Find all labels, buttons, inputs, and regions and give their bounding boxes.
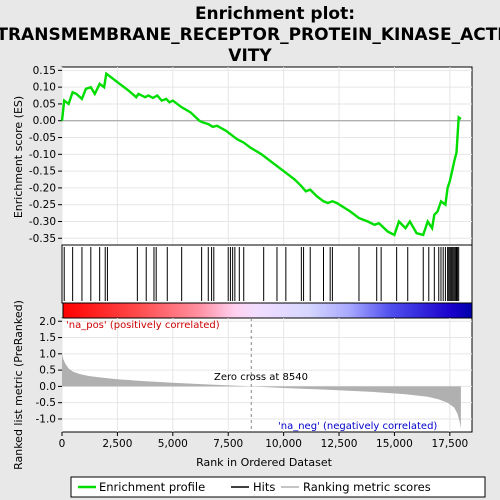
title-line-2: TRANSMEMBRANE_RECEPTOR_PROTEIN_KINASE_AC… — [0, 25, 500, 45]
x-tick-label: 17,500 — [431, 438, 468, 450]
metric-y-tick-label: 1.0 — [39, 348, 56, 360]
es-y-tick-label: -0.20 — [29, 182, 56, 194]
es-y-tick-label: -0.30 — [29, 216, 56, 228]
es-y-axis: 0.15 0.10 0.05 0.00 -0.05 -0.10 -0.15 -0.20 -0.2… — [29, 65, 62, 245]
legend-metric-label: Ranking metric scores — [303, 480, 431, 494]
x-tick-label: 12,500 — [321, 438, 358, 450]
es-y-tick-label: -0.05 — [29, 132, 56, 144]
es-panel — [62, 67, 472, 245]
es-y-tick-label: -0.10 — [29, 149, 56, 161]
es-y-tick-label: 0.00 — [33, 115, 56, 127]
legend-hits-label: Hits — [253, 480, 275, 494]
legend-profile-label: Enrichment profile — [99, 480, 205, 494]
metric-y-tick-label: -1.0 — [36, 413, 57, 425]
es-y-tick-label: 0.10 — [33, 82, 56, 94]
x-tick-label: 2,500 — [102, 438, 132, 450]
metric-y-axis: 2.0 1.5 1.0 0.5 0.0 -0.5 -1.0 — [36, 316, 63, 426]
metric-y-tick-label: 0.5 — [39, 365, 56, 377]
metric-y-tick-label: 0.0 — [39, 381, 56, 393]
x-tick-label: 10,000 — [265, 438, 302, 450]
es-y-tick-label: -0.35 — [29, 233, 56, 245]
x-tick-label: 7,500 — [213, 438, 243, 450]
annotation-positive: 'na_pos' (positively correlated) — [66, 320, 220, 331]
x-tick-label: 5,000 — [158, 438, 188, 450]
metric-y-tick-label: -0.5 — [36, 397, 57, 409]
hits-panel — [62, 245, 472, 303]
x-tick-label: 0 — [59, 438, 66, 450]
es-y-axis-label: Enrichment score (ES) — [12, 96, 25, 218]
x-axis-label: Rank in Ordered Dataset — [196, 456, 333, 469]
rank-color-bar — [63, 303, 472, 318]
es-y-tick-label: 0.05 — [33, 98, 56, 110]
es-y-tick-label: -0.25 — [29, 199, 56, 211]
metric-x-axis: 0 2,500 5,000 7,500 10,000 12,500 15,000 17,500 — [59, 432, 469, 450]
metric-y-tick-label: 2.0 — [39, 316, 56, 328]
metric-y-axis-label: Ranked list metric (PreRanked) — [12, 300, 25, 470]
metric-y-tick-label: 1.5 — [39, 332, 56, 344]
title-line-1: Enrichment plot: — [195, 4, 355, 24]
title-line-3: VITY — [228, 46, 272, 66]
annotation-negative: 'na_neg' (negatively correlated) — [278, 421, 437, 432]
annotation-zero-cross: Zero cross at 8540 — [214, 372, 308, 383]
es-y-tick-label: 0.15 — [33, 65, 56, 77]
es-y-tick-label: -0.15 — [29, 166, 56, 178]
x-tick-label: 15,000 — [376, 438, 413, 450]
